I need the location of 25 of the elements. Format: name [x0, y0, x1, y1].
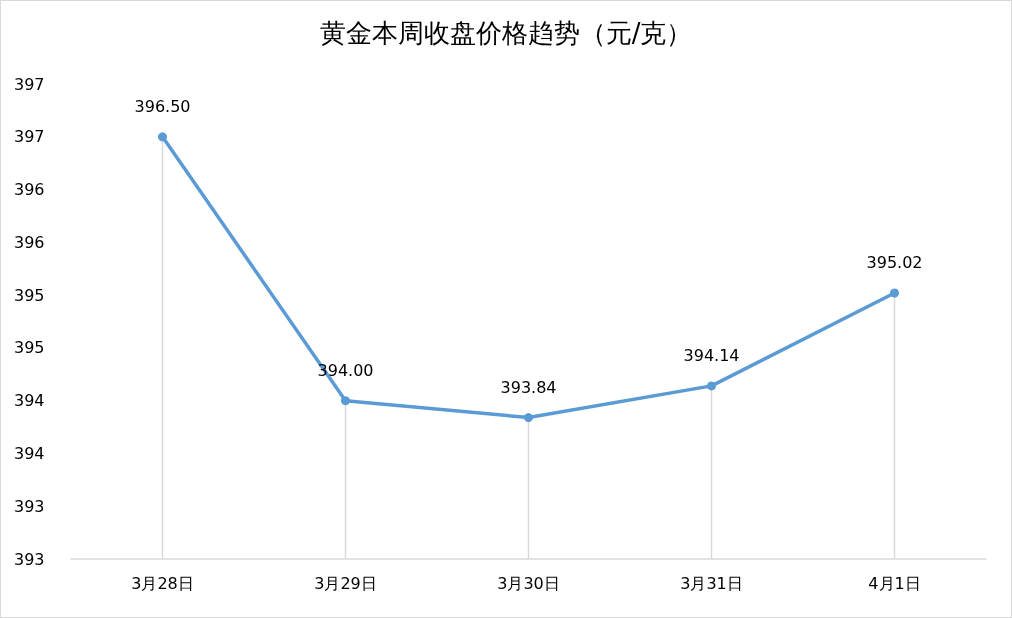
x-tick-label: 3月29日 — [314, 573, 377, 593]
point — [890, 288, 899, 298]
y-tick-label: 393 — [14, 496, 45, 516]
y-tick-label: 397 — [14, 127, 45, 147]
x-tick-label: 3月30日 — [497, 573, 560, 593]
y-tick-label: 393 — [14, 549, 45, 569]
point — [524, 413, 533, 423]
data-label: 395.02 — [866, 253, 923, 272]
chart-title: 黄金本周收盘价格趋势（元/克） — [319, 18, 693, 48]
y-tick-label: 397 — [14, 74, 45, 94]
y-tick-label: 396 — [14, 180, 45, 200]
point — [707, 381, 716, 391]
data-label: 396.50 — [134, 96, 191, 116]
data-label: 393.84 — [500, 377, 557, 397]
point — [341, 396, 350, 406]
y-tick-label: 394 — [14, 391, 45, 411]
data-label: 394.14 — [683, 345, 740, 365]
y-tick-label: 395 — [14, 338, 45, 358]
y-tick-label: 395 — [14, 285, 45, 305]
x-tick-label: 4月1日 — [868, 573, 921, 593]
x-tick-label: 3月31日 — [680, 573, 743, 593]
point — [158, 132, 167, 142]
y-tick-label: 396 — [14, 232, 45, 252]
y-tick-label: 394 — [14, 443, 45, 463]
x-tick-label: 3月28日 — [131, 573, 194, 593]
